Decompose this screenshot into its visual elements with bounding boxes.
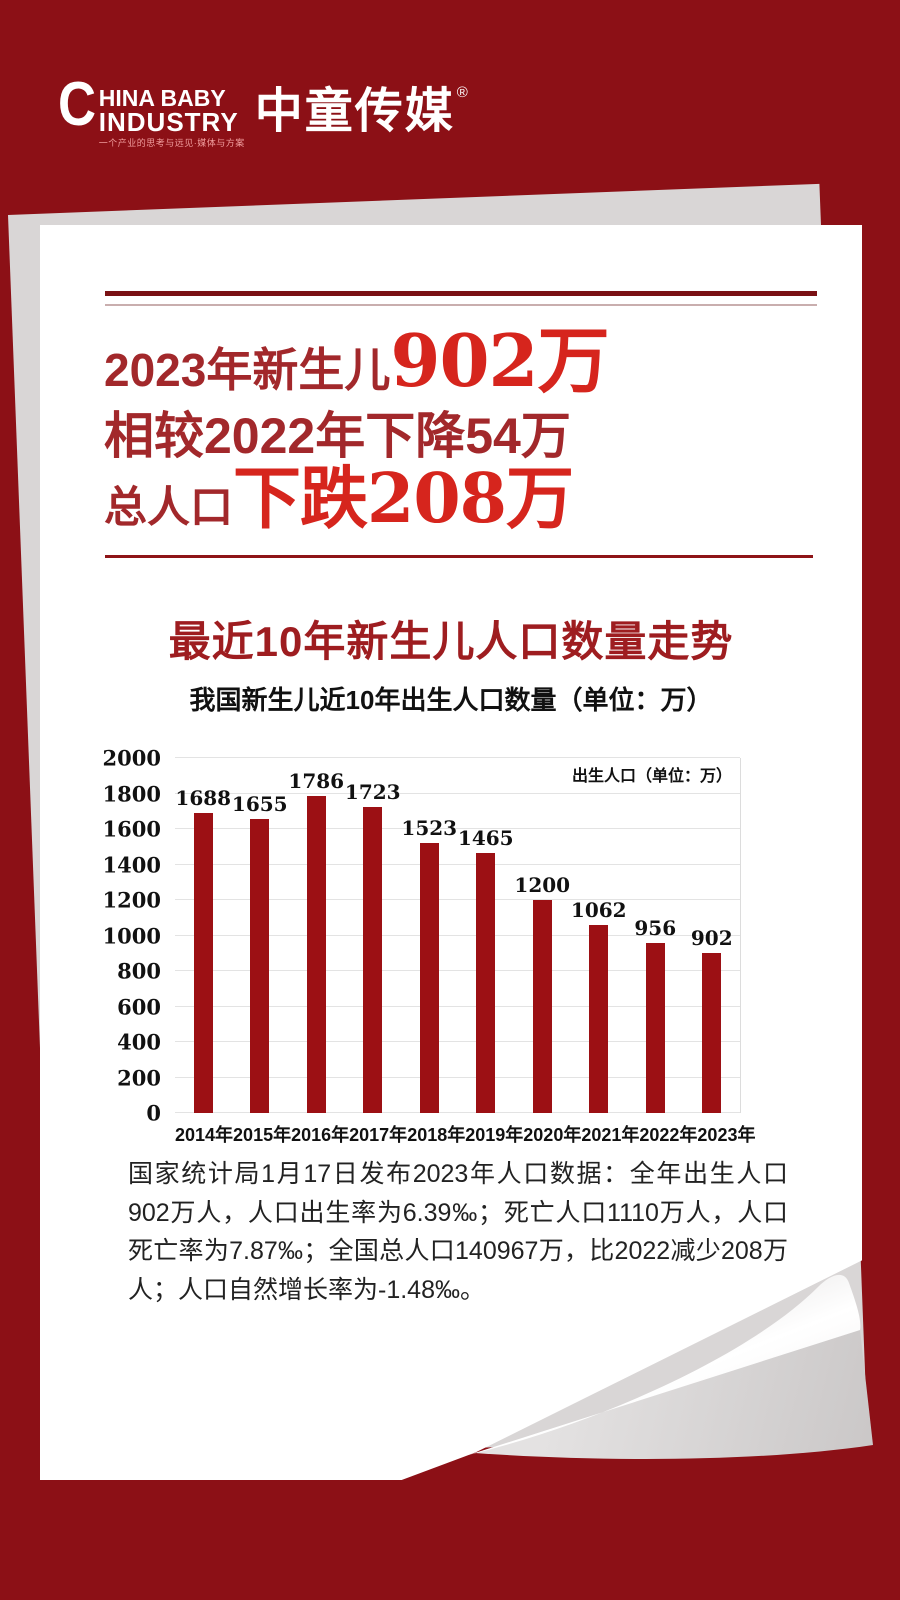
chart-legend: 出生人口（单位：万） [571,768,732,785]
bar-value-label: 1465 [457,825,514,850]
bar [532,900,552,1113]
logo-chinese-name: 中童传媒 [254,85,455,138]
poster-paper: 2023年新生儿902万 相较2022年下降54万 总人口下跌208万 最近10… [40,225,862,1480]
bar [702,952,722,1113]
top-rule-thick [105,291,817,296]
birth-population-bar-chart: 出生人口（单位：万） 2000 1800 1600 1400 1200 1000 800 60… [103,748,741,1124]
bar-slot: 902 [684,758,741,1113]
gridline [175,1005,740,1007]
bar-value-label: 902 [690,925,733,950]
gridline [175,934,740,936]
y-axis-tick-label: 1000 [102,923,161,948]
y-axis-tick-label: 200 [117,1065,161,1090]
bar-value-label: 956 [634,916,677,941]
page-curl [468,1274,873,1459]
gridline [175,1041,740,1042]
logo-line-industry: INDUSTRY [98,106,239,137]
x-axis-label: 2014年 [175,1125,234,1145]
gridline [175,1076,740,1078]
bar [476,852,496,1113]
page-curl-front [468,1274,861,1455]
bar-value-label: 1786 [288,769,345,793]
headline-line1-prefix: 2023年新生儿 [104,344,391,396]
bar [645,943,665,1113]
logo-c-letter: C [58,70,97,139]
y-axis-tick-label: 800 [117,958,161,984]
gridline [175,970,740,971]
headline-line3-number: 下跌208万 [233,459,574,539]
bar-slot: 1062 [571,758,628,1113]
logo-tagline: 一个产业的思考与远见·媒体与方案 [98,137,245,148]
x-axis-label: 2021年 [581,1125,640,1145]
y-axis-tick-label: 600 [117,994,161,1019]
page-curl-underside [475,1330,873,1459]
bar-value-label: 1062 [570,897,627,922]
section-title: 最近10年新生儿人口数量走势 [168,618,734,665]
x-axis-label: 2017年 [349,1125,408,1145]
y-axis-tick-label: 1200 [102,887,161,913]
chart-title: 我国新生儿近10年出生人口数量（单位：万） [189,685,713,715]
logo-english-lines: HINA BABY INDUSTRY 一个产业的思考与远见·媒体与方案 [98,85,245,148]
bar-slot: 1688 [175,758,232,1113]
y-axis-tick-label: 1600 [102,816,161,842]
bar [363,807,383,1113]
bar-slot: 956 [627,758,684,1113]
bar [250,819,270,1113]
x-axis-label: 2023年 [697,1125,756,1145]
bar [589,924,609,1113]
bar-value-label: 1200 [514,873,571,897]
bar [419,842,439,1113]
bar [193,813,213,1113]
registered-trademark-icon: ® [456,84,468,101]
bar [306,796,326,1113]
bar-value-label: 1723 [344,780,401,805]
bar-slot: 1786 [288,758,345,1113]
gridline [175,792,740,794]
x-axis-label: 2016年 [291,1125,350,1145]
y-axis-tick-label: 1400 [102,852,161,877]
headline-line1: 2023年新生儿902万 [104,325,610,398]
headline-line2: 相较2022年下降54万 [104,408,571,464]
x-axis-label: 2020年 [523,1125,582,1145]
gridline [175,1112,740,1113]
bar-slot: 1465 [458,758,515,1113]
bar-value-label: 1655 [231,792,288,817]
top-rule-thin [105,304,817,306]
y-axis-tick-label: 0 [146,1100,161,1126]
x-axis-label: 2022年 [639,1125,698,1145]
gridline [175,863,740,865]
headline-line3-prefix: 总人口 [104,484,233,532]
china-baby-industry-logo: C HINA BABY INDUSTRY 一个产业的思考与远见·媒体与方案 中童… [58,70,468,148]
gridline [175,828,740,829]
bar-slot: 1723 [345,758,402,1113]
logo-line-hina-baby: HINA BABY [98,85,226,111]
x-axis-label: 2019年 [465,1125,524,1145]
headline-line3: 总人口下跌208万 [104,465,574,533]
y-axis-tick-label: 2000 [102,745,161,771]
headline-bottom-rule [105,555,813,558]
bar-slot: 1523 [401,758,458,1113]
gridline [175,757,740,758]
x-axis-label: 2015年 [233,1125,292,1145]
bar-value-label: 1688 [175,786,232,811]
x-axis-label: 2018年 [407,1125,466,1145]
bar-value-label: 1523 [401,815,458,840]
chart-x-axis-labels: 2014年 2015年 2016年 2017年 2018年 2019年 2020年 2021年… [175,1121,755,1147]
y-axis-tick-label: 1800 [102,781,161,806]
bar-slot: 1655 [232,758,289,1113]
gridline [175,899,740,900]
headline-line1-number: 902万 [390,318,609,403]
statistics-paragraph: 国家统计局1月17日发布2023年人口数据：全年出生人口902万人，人口出生率为… [128,1160,788,1304]
bar-slot: 1200 [514,758,571,1113]
y-axis-tick-label: 400 [117,1029,161,1055]
